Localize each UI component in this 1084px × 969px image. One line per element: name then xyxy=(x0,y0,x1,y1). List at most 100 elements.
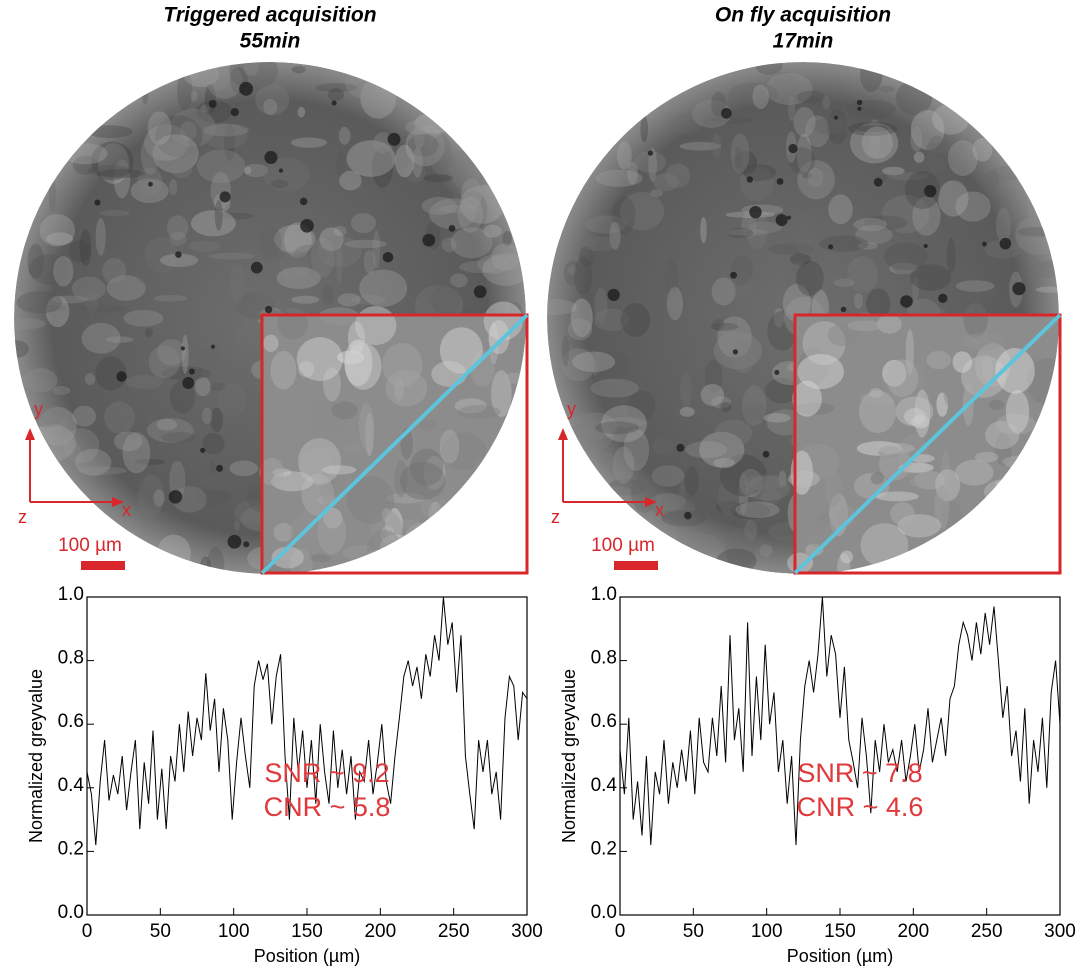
texture xyxy=(202,433,224,455)
texture xyxy=(627,162,637,185)
inset-texture xyxy=(270,351,296,390)
texture xyxy=(209,460,215,474)
texture xyxy=(562,335,569,367)
x-tick-label: 250 xyxy=(438,921,470,942)
texture xyxy=(203,124,248,137)
dark-spot xyxy=(383,252,394,263)
texture xyxy=(99,210,130,216)
dark-spot xyxy=(474,285,487,298)
y-axis-title: Normalized greyvalue xyxy=(26,669,46,843)
inset-texture xyxy=(474,529,506,573)
inset-texture xyxy=(998,528,1017,566)
dark-spot xyxy=(938,294,947,303)
y-tick-label: 0.8 xyxy=(58,648,84,669)
texture xyxy=(854,293,863,309)
inset-texture xyxy=(997,520,1013,566)
dark-spot xyxy=(924,244,928,248)
x-axis-title: Position (µm) xyxy=(254,946,360,966)
axis-label: z xyxy=(18,507,27,527)
dark-spot xyxy=(422,234,435,247)
texture xyxy=(1027,193,1036,218)
texture xyxy=(793,107,815,137)
texture xyxy=(461,178,482,209)
texture xyxy=(731,339,755,373)
texture xyxy=(345,63,377,98)
texture xyxy=(721,402,732,412)
inset-texture xyxy=(825,472,842,507)
texture xyxy=(215,200,223,231)
texture xyxy=(847,99,896,119)
dark-spot xyxy=(777,178,784,185)
x-tick-label: 200 xyxy=(364,921,396,942)
texture xyxy=(947,238,956,274)
texture xyxy=(652,438,673,455)
texture xyxy=(731,255,754,285)
texture xyxy=(764,413,791,422)
texture xyxy=(245,167,252,174)
texture xyxy=(141,136,160,174)
texture xyxy=(860,56,883,92)
dark-spot xyxy=(749,206,761,218)
inset-texture xyxy=(1040,421,1049,441)
texture xyxy=(195,377,211,396)
dark-spot xyxy=(874,178,883,187)
texture xyxy=(321,286,334,305)
texture xyxy=(328,88,344,101)
inset-texture xyxy=(859,391,896,433)
texture xyxy=(744,474,788,490)
micrograph xyxy=(3,51,542,586)
texture xyxy=(701,384,724,406)
dark-spot xyxy=(857,107,861,111)
texture xyxy=(910,126,922,151)
texture xyxy=(1030,261,1071,278)
texture xyxy=(98,169,145,178)
inset-texture xyxy=(955,460,994,486)
dark-spot xyxy=(200,448,205,453)
dark-spot xyxy=(116,371,126,381)
texture xyxy=(171,161,192,178)
inset-texture xyxy=(467,475,502,509)
y-tick-label: 0.2 xyxy=(58,838,84,859)
inset-texture xyxy=(1009,489,1036,499)
inset-texture xyxy=(797,354,844,389)
texture xyxy=(744,520,757,541)
inset-texture xyxy=(440,430,460,464)
dark-spot xyxy=(300,198,307,205)
inset-texture xyxy=(355,306,397,345)
texture xyxy=(135,258,157,285)
inset-texture xyxy=(926,351,951,369)
dark-spot xyxy=(788,144,797,153)
inset-texture xyxy=(345,343,381,390)
dark-spot xyxy=(747,176,753,182)
inset-texture xyxy=(322,465,356,474)
inset-texture xyxy=(919,552,950,588)
x-tick-label: 250 xyxy=(971,921,1003,942)
inset-texture xyxy=(441,530,452,542)
texture xyxy=(153,295,187,302)
inset-texture xyxy=(463,534,487,557)
texture xyxy=(819,236,869,252)
texture xyxy=(847,256,878,292)
texture xyxy=(422,197,458,215)
texture xyxy=(359,270,407,307)
texture xyxy=(318,236,362,268)
texture xyxy=(53,256,73,287)
texture xyxy=(17,291,63,313)
dark-spot xyxy=(181,346,185,350)
texture xyxy=(142,91,148,105)
inset-texture xyxy=(431,361,467,387)
y-tick-label: 0.0 xyxy=(58,902,84,923)
inset-texture xyxy=(503,373,529,384)
dark-spot xyxy=(857,100,862,105)
dark-spot xyxy=(148,182,153,187)
inset-texture xyxy=(1028,549,1040,586)
dark-spot xyxy=(169,490,182,503)
texture xyxy=(715,420,752,447)
texture xyxy=(685,466,699,495)
texture xyxy=(640,115,648,142)
texture xyxy=(40,214,75,247)
texture xyxy=(713,458,735,468)
texture xyxy=(191,91,198,102)
dark-spot xyxy=(733,349,738,354)
y-tick-label: 0.0 xyxy=(591,902,617,923)
